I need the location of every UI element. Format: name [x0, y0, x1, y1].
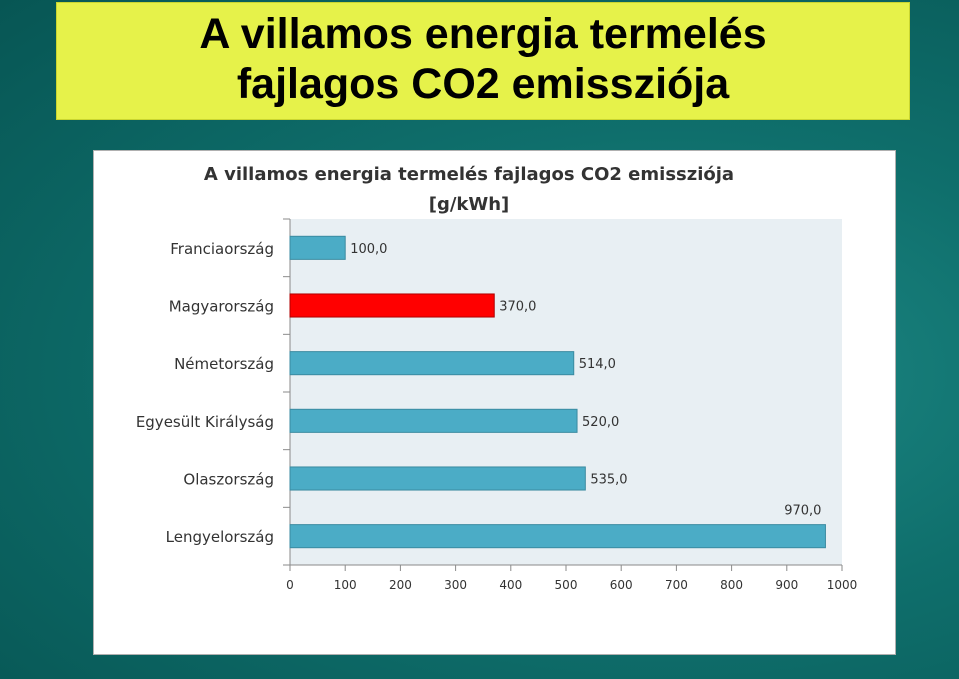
x-tick-label: 300 — [444, 578, 467, 592]
bar — [289, 293, 495, 318]
bar — [289, 408, 578, 433]
value-label: 535,0 — [590, 473, 627, 488]
category-label: Magyarország — [169, 298, 274, 316]
value-label: 100,0 — [350, 242, 387, 257]
chart-panel: A villamos energia termelés fajlagos CO2… — [93, 150, 896, 655]
x-tick-label: 600 — [610, 578, 633, 592]
bar — [289, 235, 346, 260]
category-label: Olaszország — [183, 471, 274, 489]
bar — [289, 351, 575, 376]
x-tick-label: 100 — [334, 578, 357, 592]
category-label: Franciaország — [170, 240, 274, 258]
x-tick-label: 400 — [499, 578, 522, 592]
category-label: Egyesült Királyság — [136, 413, 274, 431]
slide-title-line1: A villamos energia termelés — [199, 10, 767, 58]
slide-title: A villamos energia termelés fajlagos CO2… — [57, 9, 909, 109]
co2-emission-bar-chart: A villamos energia termelés fajlagos CO2… — [136, 164, 858, 592]
x-tick-label: 500 — [555, 578, 578, 592]
x-tick-label: 900 — [775, 578, 798, 592]
x-tick-label: 700 — [665, 578, 688, 592]
chart-title-unit: [g/kWh] — [429, 194, 510, 215]
value-label: 514,0 — [579, 357, 616, 372]
category-label: Németország — [174, 355, 274, 373]
plot-area — [290, 219, 842, 565]
value-label: 520,0 — [582, 415, 619, 430]
bar — [289, 524, 826, 549]
x-tick-label: 1000 — [827, 578, 858, 592]
x-tick-label: 0 — [286, 578, 294, 592]
chart-title: A villamos energia termelés fajlagos CO2… — [204, 164, 734, 185]
bar — [289, 466, 586, 491]
category-label: Lengyelország — [166, 528, 274, 546]
x-tick-label: 800 — [720, 578, 743, 592]
value-label: 370,0 — [499, 300, 536, 315]
x-tick-label: 200 — [389, 578, 412, 592]
slide-title-box: A villamos energia termelés fajlagos CO2… — [56, 2, 910, 120]
value-label: 970,0 — [784, 504, 821, 519]
slide-title-line2: fajlagos CO2 emissziója — [236, 60, 730, 108]
